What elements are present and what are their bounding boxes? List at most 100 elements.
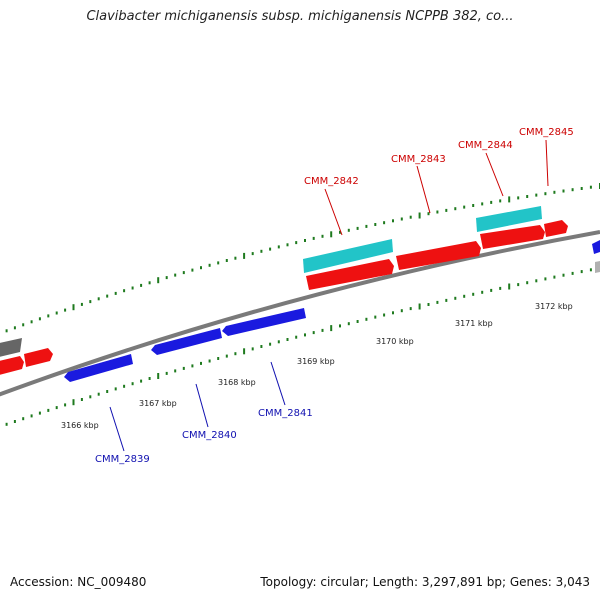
inner-track-minor-tick — [269, 342, 272, 346]
genome-backbone — [0, 230, 600, 397]
inner-track-minor-tick — [131, 382, 134, 386]
inner-track-minor-tick — [22, 417, 25, 421]
inner-track-minor-tick — [472, 292, 475, 296]
outer-track-minor-tick — [392, 219, 394, 223]
outer-track-minor-tick — [535, 193, 538, 197]
outer-track-minor-tick — [356, 226, 359, 230]
tick-label-3168: 3168 kbp — [218, 378, 256, 387]
gene-left-red-1 — [0, 356, 24, 375]
tick-label-3171: 3171 kbp — [455, 319, 493, 328]
inner-track-minor-tick — [217, 357, 220, 360]
inner-track-minor-tick — [490, 288, 493, 292]
outer-track-minor-tick — [454, 207, 457, 211]
inner-track-minor-tick — [454, 296, 457, 300]
inner-track-minor-tick — [526, 281, 529, 285]
gene-cmm-2840 — [151, 328, 222, 355]
inner-track-minor-tick — [114, 387, 117, 391]
outer-track-minor-tick — [472, 204, 475, 207]
inner-track-major-tick — [330, 325, 333, 332]
outer-track-minor-tick — [260, 249, 263, 253]
outer-track-minor-tick — [30, 320, 33, 324]
inner-track-major-tick — [243, 348, 246, 355]
outer-track-minor-tick — [38, 317, 41, 321]
inner-track-minor-tick — [481, 290, 484, 294]
map-title: Clavibacter michiganensis subsp. michiga… — [86, 9, 514, 24]
inner-track-minor-tick — [553, 275, 556, 279]
inner-tick-track — [5, 265, 600, 426]
outer-track-minor-tick — [544, 192, 547, 196]
inner-track-minor-tick — [580, 270, 583, 274]
inner-track-minor-tick — [260, 345, 263, 348]
outer-track-minor-tick — [97, 297, 100, 301]
inner-track-minor-tick — [38, 411, 41, 415]
outer-track-minor-tick — [347, 228, 350, 232]
outer-track-minor-tick — [553, 190, 556, 194]
outer-track-minor-tick — [80, 302, 83, 306]
inner-track-major-tick — [157, 373, 160, 379]
outer-track-major-tick — [72, 304, 75, 311]
outer-track-minor-tick — [304, 239, 306, 242]
blue-feature-right-edge — [592, 240, 600, 254]
inner-track-minor-tick — [427, 303, 430, 306]
gene-label-cmm-2839: CMM_2839 — [95, 454, 150, 465]
inner-track-minor-tick — [30, 414, 33, 418]
outer-track-minor-tick — [47, 314, 50, 318]
rna-feature-1 — [303, 239, 393, 273]
outer-track-minor-tick — [13, 326, 16, 330]
inner-track-minor-tick — [445, 298, 448, 302]
tick-label-3172: 3172 kbp — [535, 302, 573, 311]
inner-track-minor-tick — [80, 398, 83, 401]
outer-track-minor-tick — [22, 323, 25, 327]
inner-track-minor-tick — [89, 395, 92, 399]
inner-track-minor-tick — [225, 354, 228, 358]
outer-track-minor-tick — [436, 210, 439, 214]
inner-track-minor-tick — [251, 347, 254, 351]
outer-track-major-tick — [243, 252, 246, 259]
outer-track-minor-tick — [383, 221, 386, 225]
outer-track-minor-tick — [234, 256, 237, 260]
outer-track-minor-tick — [277, 245, 280, 249]
outer-track-minor-tick — [5, 329, 8, 333]
outer-track-minor-tick — [400, 217, 403, 221]
gray-feature-right-edge — [595, 261, 600, 273]
outer-track-minor-tick — [463, 205, 466, 209]
inner-track-minor-tick — [409, 307, 412, 311]
outer-track-minor-tick — [499, 199, 502, 203]
tick-label-3170: 3170 kbp — [376, 337, 414, 346]
outer-track-minor-tick — [225, 259, 228, 262]
outer-track-minor-tick — [427, 212, 430, 216]
outer-track-minor-tick — [269, 247, 272, 251]
inner-track-minor-tick — [463, 294, 466, 298]
outer-track-minor-tick — [191, 268, 194, 272]
outer-track-minor-tick — [208, 263, 211, 267]
inner-track-minor-tick — [97, 392, 100, 396]
gene-label-cmm-2844: CMM_2844 — [458, 140, 513, 151]
tick-label-3166: 3166 kbp — [61, 421, 99, 430]
outer-track-minor-tick — [106, 294, 109, 298]
outer-track-minor-tick — [321, 234, 324, 238]
outer-track-minor-tick — [64, 308, 67, 312]
outer-track-minor-tick — [481, 202, 484, 206]
gene-cmm-2845 — [544, 220, 568, 237]
tick-label-3167: 3167 kbp — [139, 399, 177, 408]
outer-track-minor-tick — [123, 289, 126, 293]
gene-label-cmm-2843: CMM_2843 — [391, 154, 446, 165]
outer-track-major-tick — [418, 212, 421, 219]
inner-track-minor-tick — [234, 352, 237, 356]
inner-track-minor-tick — [436, 300, 439, 304]
outer-track-minor-tick — [55, 311, 58, 315]
inner-track-minor-tick — [123, 384, 126, 388]
inner-track-minor-tick — [374, 315, 377, 319]
outer-track-minor-tick — [295, 241, 298, 245]
inner-track-minor-tick — [182, 366, 185, 370]
outer-track-minor-tick — [114, 291, 117, 295]
outer-track-minor-tick — [131, 286, 134, 290]
label-leader-lines — [109, 139, 549, 452]
outer-track-minor-tick — [445, 208, 448, 212]
gene-cmm-2841 — [222, 308, 306, 336]
gene-label-cmm-2845: CMM_2845 — [519, 127, 574, 138]
outer-track-minor-tick — [148, 281, 151, 285]
outer-track-minor-tick — [286, 243, 289, 247]
gene-label-cmm-2840: CMM_2840 — [182, 430, 237, 441]
